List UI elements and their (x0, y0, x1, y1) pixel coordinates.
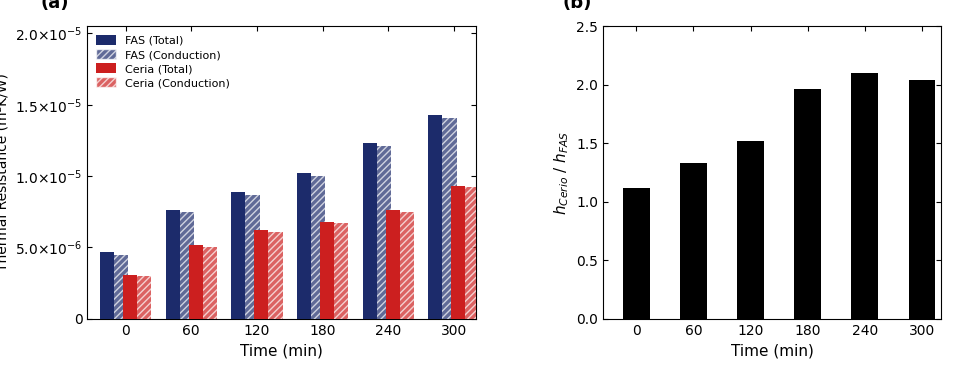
Bar (100, 252, 114, 319)
Legend: FAS (Total), FAS (Conduction), Ceria (Total), Ceria (Conduction): FAS (Total), FAS (Conduction), Ceria (To… (93, 32, 234, 92)
Bar (123, 274, 137, 319)
Y-axis label: Thermal Resistance (m²K/W): Thermal Resistance (m²K/W) (0, 74, 10, 272)
Bar (166, 210, 179, 319)
Bar (376, 146, 391, 319)
X-axis label: Time (min): Time (min) (730, 343, 813, 358)
Bar (442, 118, 456, 319)
Bar (137, 276, 151, 319)
Y-axis label: $h_{\mathit{Cerio}}$ / $h_{\mathit{FAS}}$: $h_{\mathit{Cerio}}$ / $h_{\mathit{FAS}}… (551, 130, 570, 214)
X-axis label: Time (min): Time (min) (240, 343, 323, 358)
Bar (399, 212, 414, 319)
Bar (231, 192, 245, 319)
Bar (311, 176, 325, 319)
Bar (736, 141, 763, 319)
Bar (268, 232, 282, 319)
Bar (203, 247, 217, 319)
Bar (679, 163, 706, 319)
Bar (385, 210, 399, 319)
Bar (179, 212, 194, 319)
Text: (b): (b) (562, 0, 591, 12)
Text: (a): (a) (41, 0, 69, 12)
Bar (188, 245, 203, 319)
Bar (320, 222, 333, 319)
Bar (908, 80, 934, 319)
Bar (622, 188, 649, 319)
Bar (333, 223, 348, 319)
Bar (254, 230, 268, 319)
Bar (114, 255, 128, 319)
Bar (297, 173, 311, 319)
Bar (851, 73, 877, 319)
Bar (465, 188, 480, 319)
Bar (451, 186, 465, 319)
Bar (428, 115, 442, 319)
Bar (794, 89, 820, 319)
Bar (362, 143, 376, 319)
Bar (245, 195, 260, 319)
